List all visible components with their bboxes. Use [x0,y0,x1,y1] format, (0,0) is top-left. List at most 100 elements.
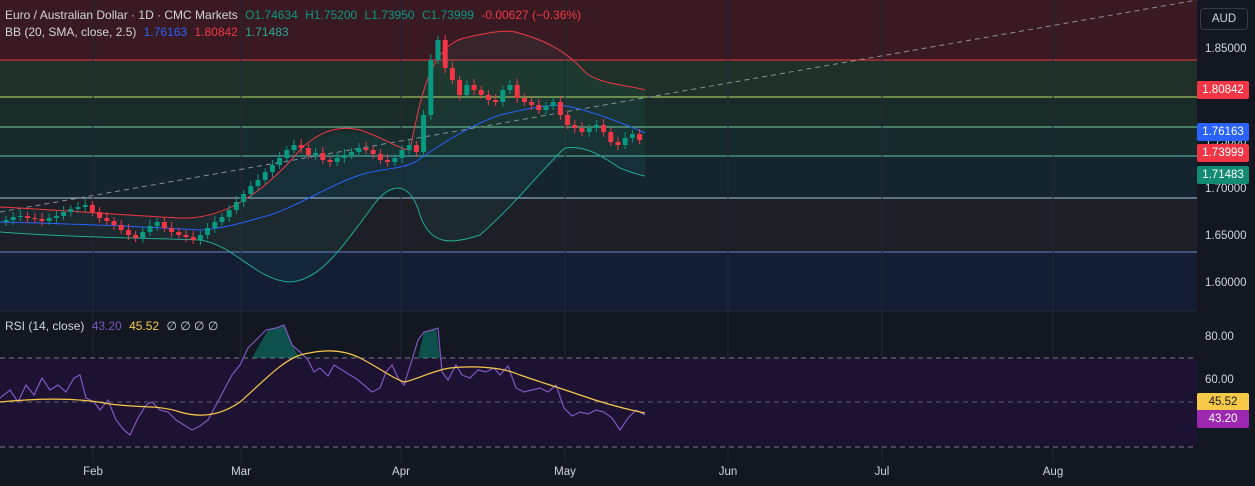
candle-body [169,228,175,232]
candle-body [68,209,74,212]
candle-body [320,153,326,160]
candle-body [413,145,419,152]
candle-body [140,232,146,238]
ohlc-high: H1.75200 [305,8,358,22]
candle-body [284,150,290,158]
price-axis-label: 1.65000 [1205,230,1247,242]
rsi-legend[interactable]: RSI (14, close) 43.20 45.52 ∅ ∅ ∅ ∅ [5,319,222,333]
bb-upper-badge: 1.80842 [1197,81,1249,99]
candle-body [493,100,499,102]
candle-body [349,152,355,155]
candle-body [485,95,491,100]
candle-body [248,186,254,194]
candle-body [25,216,31,218]
candle-body [212,222,218,228]
time-axis-label: May [554,466,576,478]
bb-title[interactable]: BB (20, SMA, close, 2.5) [5,25,137,39]
candle-body [183,235,189,237]
candle-body [377,154,383,160]
candle-body [161,222,167,228]
candle-body [464,85,470,95]
candle-body [89,205,95,212]
candle-body [471,85,477,90]
candle-body [449,68,455,80]
candle-body [435,40,441,60]
candle-body [442,40,448,68]
candle-body [205,228,211,235]
rsi-axis-label: 80.00 [1205,331,1234,343]
bb-basis-value: 1.76163 [143,25,188,39]
candle-body [125,230,131,235]
candle-body [406,145,412,150]
candle-body [363,148,369,150]
candle-body [118,225,124,230]
zone-top [0,0,1197,60]
candle-body [53,216,59,218]
rsi-title[interactable]: RSI (14, close) [5,319,85,333]
symbol-title[interactable]: Euro / Australian Dollar · 1D · CMC Mark… [5,8,238,22]
candle-body [327,160,333,162]
candle-body [572,125,578,128]
candle-body [370,150,376,154]
candle-body [32,218,38,219]
candle-body [622,138,628,145]
candle-body [529,102,535,105]
candle-body [219,217,225,222]
candle-body [629,134,635,138]
rsi-extra-values: ∅ ∅ ∅ ∅ [166,319,219,333]
symbol-legend[interactable]: Euro / Australian Dollar · 1D · CMC Mark… [5,8,585,22]
rsi-ma-value: 45.52 [129,319,160,333]
candle-body [565,115,571,125]
candle-body [514,85,520,98]
currency-button[interactable]: AUD [1200,8,1248,30]
ohlc-open: O1.74634 [245,8,298,22]
candle-body [457,80,463,95]
candle-body [521,98,527,102]
candle-body [147,226,153,232]
zone-5 [0,156,1197,198]
rsi-axis-label: 60.00 [1205,374,1234,386]
candle-body [104,218,110,221]
candle-body [255,180,261,186]
price-axis-label: 1.85000 [1205,43,1247,55]
last-price-badge: 1.73999 [1197,144,1249,162]
candle-body [341,155,347,158]
bb-lower-badge: 1.71483 [1197,166,1249,184]
ohlc-change: -0.00627 (−0.36%) [481,8,582,22]
candle-body [291,145,297,150]
candle-body [298,145,304,148]
rsi-ma-line [0,350,646,416]
candles-group [3,35,643,245]
rsi-overbought-fill-1 [252,325,300,358]
price-axis-label: 1.70000 [1205,183,1247,195]
time-axis-label: Aug [1042,466,1064,478]
candle-body [557,102,563,115]
candle-body [190,237,196,240]
candle-body [111,221,117,225]
candle-body [75,207,81,209]
candle-body [133,235,139,238]
candle-body [579,128,585,132]
candle-body [586,128,592,132]
candle-body [601,125,607,132]
candle-body [305,148,311,155]
ohlc-low: L1.73950 [364,8,415,22]
rsi-ma-badge: 45.52 [1197,393,1249,411]
bb-upper-band [0,30,646,219]
candle-body [97,212,103,218]
bb-upper-value: 1.80842 [194,25,238,39]
bb-legend[interactable]: BB (20, SMA, close, 2.5) 1.76163 1.80842… [5,25,293,39]
candle-body [421,115,427,152]
candle-body [61,212,67,216]
candle-body [356,148,362,152]
candle-body [593,125,599,128]
time-axis-label: Jul [874,466,890,478]
candle-body [608,132,614,142]
bb-lower-value: 1.71483 [245,25,289,39]
candle-body [550,102,556,106]
candle-body [507,85,513,90]
candle-body [176,232,182,235]
candle-body [637,134,643,140]
candle-body [197,235,203,240]
candle-body [392,158,398,162]
